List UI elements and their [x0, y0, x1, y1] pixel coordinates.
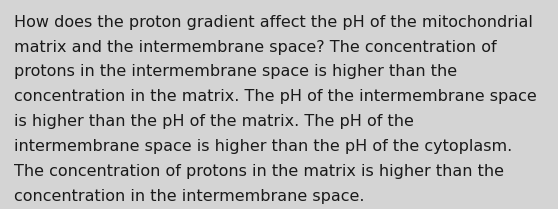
Text: The concentration of protons in the matrix is higher than the: The concentration of protons in the matr…	[14, 164, 504, 179]
Text: protons in the intermembrane space is higher than the: protons in the intermembrane space is hi…	[14, 64, 457, 79]
Text: concentration in the intermembrane space.: concentration in the intermembrane space…	[14, 189, 364, 204]
Text: matrix and the intermembrane space? The concentration of: matrix and the intermembrane space? The …	[14, 40, 497, 55]
Text: concentration in the matrix. The pH of the intermembrane space: concentration in the matrix. The pH of t…	[14, 89, 537, 104]
Text: How does the proton gradient affect the pH of the mitochondrial: How does the proton gradient affect the …	[14, 15, 533, 30]
Text: is higher than the pH of the matrix. The pH of the: is higher than the pH of the matrix. The…	[14, 114, 414, 129]
Text: intermembrane space is higher than the pH of the cytoplasm.: intermembrane space is higher than the p…	[14, 139, 512, 154]
